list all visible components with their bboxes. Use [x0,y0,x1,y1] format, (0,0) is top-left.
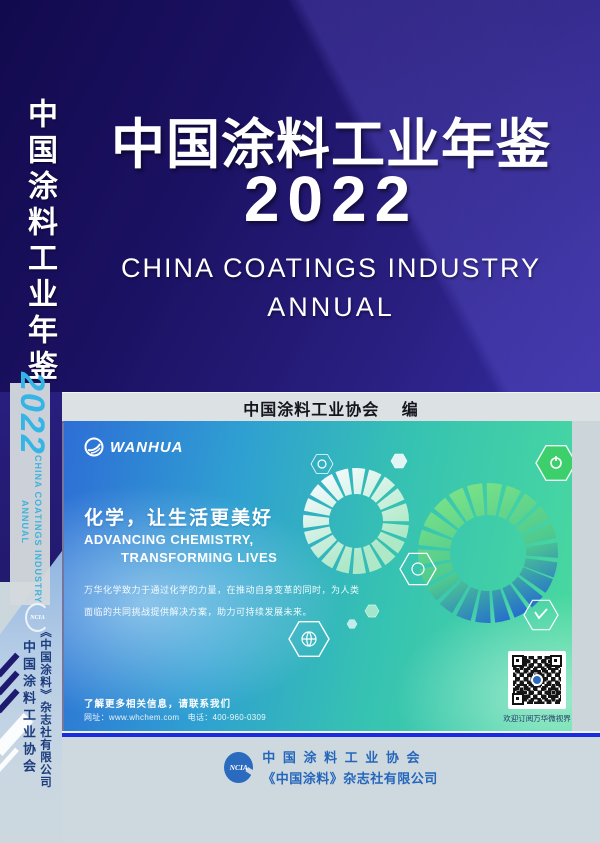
footer-publisher: 《中国涂料》杂志社有限公司 [262,771,438,786]
spine-gray-band [10,383,50,605]
footer-text-column: 中 国 涂 料 工 业 协 会 《中国涂料》杂志社有限公司 [262,747,438,787]
page-title: 中国涂料工业年鉴 [111,115,551,175]
ad-body-line1: 万华化学致力于通过化学的力量，在推动自身变革的同时，为人类 [84,585,360,595]
ad-headline-en-line2: TRANSFORMING LIVES [121,550,278,565]
wanhua-swoosh-icon [84,437,104,457]
separator-line-blue [62,733,600,737]
ad-headline-en-line1: ADVANCING CHEMISTRY, [84,532,254,547]
ncia-ring-icon: NCIA [224,751,254,783]
ad-body-line2: 面临的共同挑战提供解决方案，助力可持续发展未来。 [84,607,313,617]
ncia-ring-icon: NCIA [25,603,50,632]
ad-contact-title: 了解更多相关信息，请联系我们 [84,699,232,710]
subtitle-en-line2: ANNUAL [267,292,395,322]
cover-diagonal-highlight [62,0,600,392]
year-title: 2022 [243,163,419,235]
qr-finder-icon [512,655,524,667]
spine-subtitle-en: CHINA COATINGS INDUSTRY [33,455,43,604]
spine-year: 2022 [13,372,51,456]
footer-logo-text: NCIA [229,762,248,772]
qr-caption: 欢迎订阅万华微视界 [503,714,571,723]
wanhua-brand: WANHUA [110,438,184,456]
qr-finder-icon [512,693,524,705]
qr-finder-icon [550,655,562,667]
spine-publisher: 《中国涂料》杂志社有限公司 [39,626,51,789]
wanhua-ad-banner: WANHUA 化学，让生活更美好 ADVANCING CHEMISTRY, TR… [64,421,572,734]
editor-band: 中国涂料工业协会 编 [62,392,600,423]
qr-code [508,651,566,709]
separator-line-white [62,731,600,733]
brand-row: WANHUA [84,437,184,457]
cover-background [0,0,600,392]
subtitle-en-line1: CHINA COATINGS INDUSTRY [120,253,542,283]
editor-line: 中国涂料工业协会 编 [243,401,419,419]
spine-association: 中国涂料工业协会 [21,640,36,776]
ad-contact-detail: 网址：www.whchem.com 电话：400-960-0309 [84,713,266,722]
footer-association: 中 国 涂 料 工 业 协 会 [262,750,422,765]
ad-headline-cn: 化学，让生活更美好 [84,508,274,529]
qr-center-logo-icon [531,674,543,686]
spine-subtitle-annual: ANNUAL [20,500,30,544]
footer-publisher-block: NCIA 中 国 涂 料 工 业 协 会 《中国涂料》杂志社有限公司 [62,747,600,787]
hexagon-infinity-graphic [288,445,572,657]
cover-right-margin [572,421,600,740]
footer: NCIA 中 国 涂 料 工 业 协 会 《中国涂料》杂志社有限公司 [62,737,600,843]
spine-title: 中国涂料工业年鉴 [23,98,56,386]
spine-logo-text: NCIA [30,614,45,621]
fold-line [62,421,64,738]
